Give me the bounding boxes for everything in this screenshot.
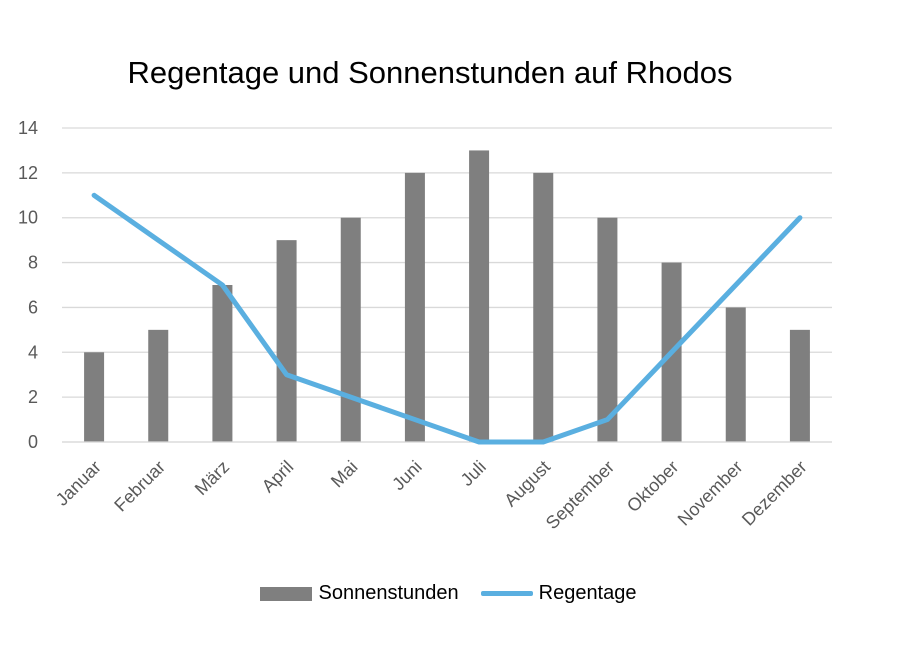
legend-item-sonnenstunden: Sonnenstunden xyxy=(260,582,459,605)
legend-label-regentage: Regentage xyxy=(538,582,637,604)
chart-title: Regentage und Sonnenstunden auf Rhodos xyxy=(127,55,733,90)
x-tick-label: Mai xyxy=(327,457,362,492)
y-tick-label: 8 xyxy=(28,253,38,273)
legend-item-regentage: Regentage xyxy=(480,582,637,605)
bar xyxy=(148,329,169,442)
bar xyxy=(469,150,490,442)
bar xyxy=(404,172,425,442)
y-tick-label: 12 xyxy=(18,163,38,183)
bar xyxy=(789,329,810,442)
x-tick-label: September xyxy=(542,457,618,533)
x-tick-label: März xyxy=(191,457,233,499)
y-tick-label: 14 xyxy=(18,118,38,138)
y-tick-label: 4 xyxy=(28,342,38,362)
x-tick-label: Januar xyxy=(52,457,105,510)
x-tick-label: Februar xyxy=(110,457,169,516)
bar xyxy=(212,285,233,442)
bar xyxy=(533,172,554,442)
y-tick-label: 6 xyxy=(28,297,38,317)
line-series-regentage xyxy=(91,192,803,445)
x-tick-label: Juli xyxy=(457,457,490,490)
x-tick-label: August xyxy=(500,457,554,511)
bar xyxy=(597,217,618,442)
y-tick-label: 2 xyxy=(28,387,38,407)
x-tick-label: Juni xyxy=(388,457,425,494)
bar xyxy=(725,307,746,442)
bar xyxy=(276,240,297,442)
y-tick-label: 0 xyxy=(28,432,38,452)
bar xyxy=(340,217,361,442)
x-tick-label: November xyxy=(674,457,747,530)
x-tick-label: Dezember xyxy=(738,457,811,530)
legend-swatch-line xyxy=(480,591,533,596)
bar xyxy=(84,352,105,442)
legend: Sonnenstunden Regentage xyxy=(0,582,897,605)
legend-label-sonnenstunden: Sonnenstunden xyxy=(318,582,459,604)
x-tick-label: Oktober xyxy=(623,457,682,516)
legend-swatch-bar xyxy=(260,586,313,601)
x-tick-label: April xyxy=(258,457,298,497)
y-tick-label: 10 xyxy=(18,208,38,228)
